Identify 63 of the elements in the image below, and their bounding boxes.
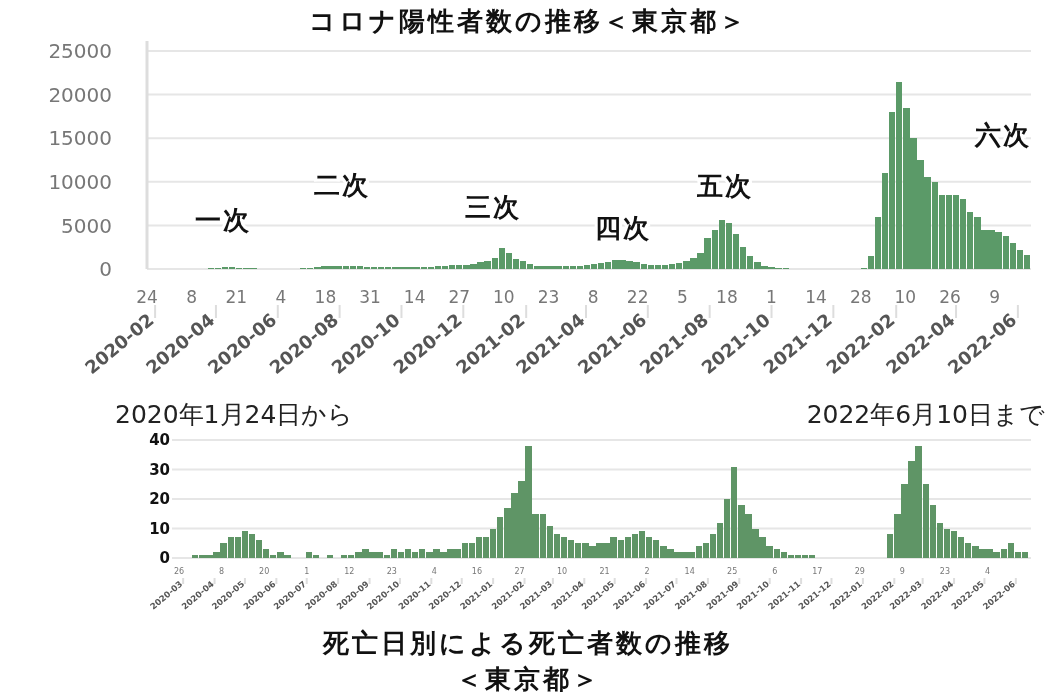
x-tick-label: 8 <box>219 567 225 576</box>
x-tick-label: 21 <box>225 287 248 307</box>
x-tick-label: 26 <box>174 567 185 576</box>
x-tick-label: 23 <box>939 567 951 576</box>
annotation: 五次 <box>696 171 753 201</box>
y-tick-label: 20 <box>149 490 170 509</box>
annotation: 三次 <box>465 192 521 222</box>
y-tick-label: 10000 <box>48 170 112 194</box>
x-tick-label: 14 <box>684 567 695 576</box>
x-tick-label: 24 <box>136 287 158 307</box>
x-tick-label: 10 <box>894 287 917 307</box>
x-tick-label: 18 <box>314 287 337 307</box>
x-tick-label: 10 <box>493 287 515 307</box>
chart-title: コロナ陽性者数の推移＜東京都＞ <box>308 6 748 36</box>
y-tick-label: 40 <box>149 431 170 450</box>
text: 2022年6月10日まで <box>806 400 1045 429</box>
x-tick-label: 27 <box>514 567 525 576</box>
x-tick-label: 22 <box>626 287 649 307</box>
x-tick-label: 1 <box>304 567 310 576</box>
x-tick-label: 17 <box>812 567 823 576</box>
x-tick-label: 8 <box>587 287 599 307</box>
y-tick-label: 10 <box>149 519 170 538</box>
text: 死亡日別による死亡者数の推移 <box>322 628 733 658</box>
x-tick-label: 27 <box>448 287 471 307</box>
text: 2020年1月24日から <box>115 400 354 429</box>
annotation: 二次 <box>314 170 370 200</box>
x-tick-label: 14 <box>403 287 426 307</box>
x-tick-label: 6 <box>772 567 778 576</box>
x-tick-label: 18 <box>716 287 738 307</box>
x-tick-label: 23 <box>386 567 397 576</box>
y-tick-label: 20000 <box>48 82 112 107</box>
x-tick-label: 9 <box>989 287 1000 307</box>
bar <box>326 555 334 558</box>
x-tick-label: 12 <box>344 567 355 576</box>
y-tick-label: 0 <box>99 257 112 282</box>
x-tick-label: 16 <box>471 567 483 576</box>
x-tick-label: 23 <box>537 287 560 307</box>
x-tick-label: 20 <box>259 567 270 576</box>
x-tick-label: 21 <box>599 567 610 576</box>
x-tick-label: 2 <box>644 567 650 576</box>
y-tick-label: 25000 <box>48 39 112 64</box>
y-tick-label: 5000 <box>61 213 112 238</box>
x-tick-label: 14 <box>805 287 827 307</box>
x-tick-label: 5 <box>676 287 688 307</box>
x-tick-label: 10 <box>556 567 568 576</box>
annotation: 四次 <box>595 213 651 243</box>
x-tick-label: 1 <box>766 287 777 307</box>
annotation: 一次 <box>195 205 251 235</box>
x-tick-label: 4 <box>431 567 437 576</box>
y-tick-label: 15000 <box>48 126 112 151</box>
text: ＜東京都＞ <box>455 664 601 694</box>
y-tick-label: 0 <box>159 549 170 568</box>
x-tick-label: 9 <box>899 567 905 576</box>
x-tick-label: 8 <box>186 287 198 307</box>
x-tick-label: 31 <box>359 287 381 307</box>
x-tick-label: 29 <box>854 567 865 576</box>
x-tick-label: 28 <box>849 287 872 307</box>
x-tick-label: 4 <box>984 567 991 576</box>
x-tick-label: 26 <box>939 287 961 307</box>
annotation: 六次 <box>974 120 1031 150</box>
x-tick-label: 25 <box>727 567 738 576</box>
x-tick-label: 4 <box>275 287 287 307</box>
y-tick-label: 30 <box>149 460 170 479</box>
